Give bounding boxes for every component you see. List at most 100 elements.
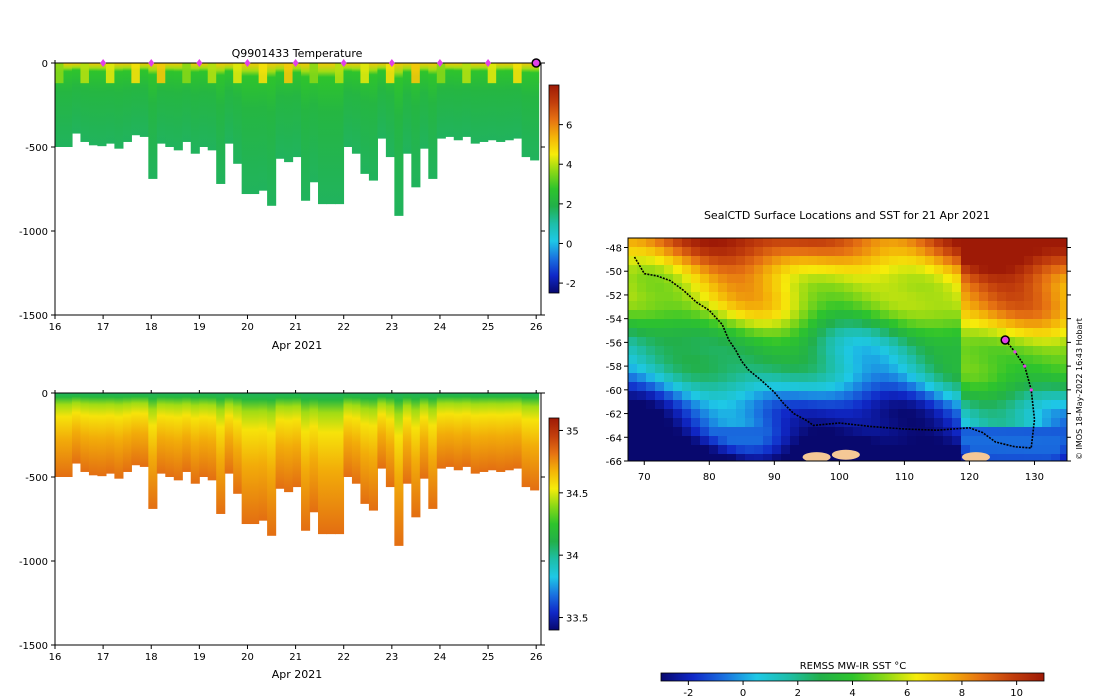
sst-cell [898,283,908,293]
profile-column [131,63,141,136]
temperature-chart-title: Q9901433 Temperature [232,47,363,60]
sst-cell [754,265,764,275]
profile-column [402,63,412,154]
sst-cell [1006,337,1016,347]
sst-cell [682,454,692,461]
sst-cell [808,274,818,284]
sst-cell [691,364,701,374]
sst-cell [1051,292,1061,302]
profile-column [309,393,319,513]
x-tick-label: 24 [434,322,447,333]
sst-cell [979,418,989,428]
sst-cell [655,292,665,302]
sst-cell [664,373,674,383]
sst-cell [898,373,908,383]
sst-cell [844,265,854,275]
sst-cell [907,292,917,302]
sst-cell [871,328,881,338]
sst-cell [907,382,917,392]
sst-cell [1051,445,1061,455]
sst-cell [745,427,755,437]
sst-cell [1042,373,1052,383]
sst-cell [934,283,944,293]
sst-cell [817,274,827,284]
sst-cell [682,337,692,347]
colorbar-tick-label: 34.5 [566,489,588,500]
sst-cell [673,319,683,329]
sst-cell [682,355,692,365]
sst-cell [907,373,917,383]
sst-cell [916,265,926,275]
sst-cell [952,436,962,446]
sst-cell [835,364,845,374]
sst-cell [925,283,935,293]
sst-cell [790,292,800,302]
sst-cell [628,364,638,374]
sst-cell [997,373,1007,383]
sst-cell [1042,337,1052,347]
sst-cell [1051,391,1061,401]
sst-cell [655,454,665,461]
temperature-chart: Q9901433 Temperature 0-500-1000-1500 16 1… [19,47,576,352]
sst-cell [970,364,980,374]
sst-cell [979,382,989,392]
sst-cell [1051,427,1061,437]
sst-cell [736,400,746,410]
sst-cell [781,445,791,455]
sst-cell [961,364,971,374]
temperature-colorbar [548,84,560,294]
sst-cell [1024,445,1034,455]
sst-cell [907,328,917,338]
sst-cell [862,382,872,392]
sst-cell [1015,445,1025,455]
sst-cell [1051,283,1061,293]
sst-cell [1051,400,1061,410]
sst-cell [628,382,638,392]
sst-cell [790,238,800,248]
sst-cell [898,292,908,302]
sst-cell [853,301,863,311]
sst-cell [754,418,764,428]
salinity-chart: 0 -500 -1000 -1500 16 17 18 19 20 21 22 23 24 25 26 A… [19,389,588,681]
surfacing-marker [100,59,107,67]
sst-cell [907,256,917,266]
sst-cell [871,355,881,365]
sst-cell [880,238,890,248]
sst-cell [691,256,701,266]
profile-column [334,393,345,535]
x-tick-label: 24 [434,652,447,663]
sst-cell [1051,301,1061,311]
sst-cell [853,265,863,275]
sst-cell [700,400,710,410]
sst-cell [979,328,989,338]
sst-cell [655,301,665,311]
profile-column [216,63,226,184]
sst-cell [727,247,737,257]
sst-cell [628,400,638,410]
sst-cell [799,337,809,347]
sst-cell [844,418,854,428]
sst-cell [907,310,917,320]
sst-cell [1051,454,1061,461]
sst-cell [835,346,845,356]
sst-cell [988,391,998,401]
sst-cell [1042,454,1052,461]
sst-colorbar-tick-label: 10 [1010,688,1023,699]
sst-cell [673,346,683,356]
x-tick-label: 20 [241,652,254,663]
sst-cell [862,301,872,311]
sst-cell [889,418,899,428]
sst-cell [1015,391,1025,401]
sst-cell [763,418,773,428]
sst-cell [853,427,863,437]
sst-cell [664,454,674,461]
sst-cell [1051,310,1061,320]
sst-cell [1060,382,1067,392]
sst-cell [916,247,926,257]
sst-cell [862,238,872,248]
profile-column [241,393,251,525]
sst-cell [925,364,935,374]
sst-cell [754,310,764,320]
sst-cell [1015,346,1025,356]
sst-cell [664,427,674,437]
